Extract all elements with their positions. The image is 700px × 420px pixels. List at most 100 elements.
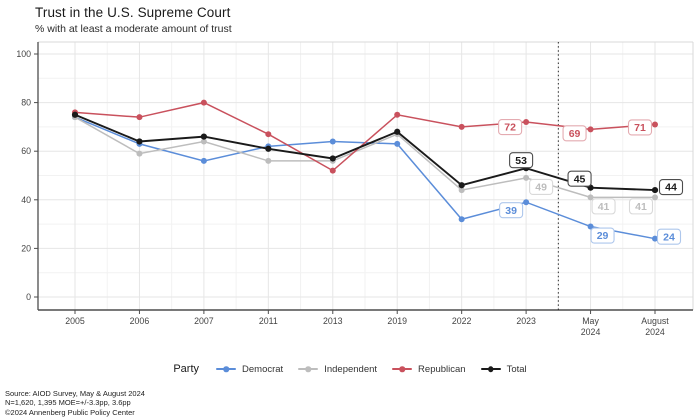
data-point [394, 140, 401, 147]
legend-label: Republican [418, 363, 466, 375]
legend-title: Party [173, 363, 200, 375]
data-point [458, 187, 465, 194]
value-label-box [498, 118, 523, 136]
y-tick-label: 100 [16, 49, 31, 59]
data-point [329, 167, 336, 174]
value-label: 29 [597, 230, 609, 242]
value-labels: 72 53 49 39 69 45 41 29 71 44 41 24 [498, 118, 684, 245]
value-label-box [567, 170, 592, 187]
legend-marker-democrat [216, 366, 237, 372]
legend-label: Democrat [242, 363, 284, 375]
data-point [200, 138, 207, 145]
data-point [265, 131, 272, 138]
data-point [652, 235, 658, 242]
data-point [71, 111, 79, 118]
value-label: 41 [598, 201, 610, 213]
value-label-box [658, 179, 684, 196]
value-label-box [562, 125, 587, 142]
series-line [74, 113, 656, 192]
axes [37, 41, 694, 311]
title-block: Trust in the U.S. Supreme Court % with a… [35, 5, 232, 35]
footer-sample: N=1,620, 1,395 MOE=+/-3.3pp, 3.6pp [5, 398, 131, 408]
legend-item-republican: Republican [392, 364, 466, 375]
data-point [394, 111, 401, 118]
legend-item-independent: Independent [298, 364, 377, 375]
data-point [651, 186, 659, 194]
legend: Party Democrat Independent Republican Total [0, 363, 700, 375]
legend-marker-total [480, 366, 501, 372]
legend-item-total: Total [480, 363, 527, 375]
data-point [652, 121, 658, 128]
x-tick-label: 2005 [65, 316, 85, 326]
value-label-box [499, 202, 524, 219]
x-tick-label: 2022 [452, 316, 472, 326]
data-point [136, 138, 143, 145]
data-point [652, 194, 658, 201]
value-label: 72 [504, 122, 516, 134]
data-point [587, 126, 594, 133]
minor-gridlines [38, 42, 693, 310]
footer: Source: AIOD Survey, May & August 2024 N… [5, 389, 145, 417]
data-point [329, 138, 336, 145]
value-label: 44 [665, 182, 677, 194]
series-line [74, 101, 656, 172]
series-line [74, 116, 655, 199]
data-point [523, 119, 530, 126]
data-point [458, 182, 465, 189]
footer-copyright: ©2024 Annenberg Public Policy Center [5, 407, 135, 417]
value-label: 41 [635, 201, 647, 213]
legend-item-democrat: Democrat [216, 364, 283, 375]
data-point [200, 133, 207, 140]
x-tick-label: 2019 [387, 316, 407, 326]
value-label-box [529, 178, 554, 195]
data-point [200, 157, 207, 164]
data-point [265, 157, 272, 164]
x-tick-label: 2024 [581, 327, 601, 337]
value-label-box [591, 198, 616, 215]
y-tick-label: 20 [21, 243, 31, 253]
value-label-box [590, 227, 615, 244]
x-tick-label: 2013 [323, 316, 343, 326]
x-tick-label: 2011 [259, 316, 278, 326]
legend-label: Total [506, 363, 527, 375]
value-label: 71 [634, 122, 646, 134]
chart-title: Trust in the U.S. Supreme Court [35, 5, 231, 20]
value-label-box [628, 198, 654, 215]
legend-marker-independent [298, 366, 319, 372]
chart-subtitle: % with at least a moderate amount of tru… [35, 23, 232, 35]
data-point [587, 194, 594, 201]
data-point [458, 216, 465, 223]
major-gridlines [38, 42, 693, 310]
data-point [136, 114, 143, 121]
value-label: 39 [505, 205, 517, 217]
x-tick-label: 2007 [194, 316, 214, 326]
data-point [458, 123, 465, 130]
data-point [329, 155, 336, 162]
value-label: 24 [663, 231, 675, 243]
value-label: 69 [569, 128, 581, 140]
x-tick-label: 2024 [645, 327, 665, 337]
data-point [200, 99, 207, 106]
value-label: 45 [574, 173, 586, 185]
series-republican [72, 99, 658, 174]
footer-source: Source: AIOD Survey, May & August 2024 [5, 389, 145, 398]
data-point [265, 145, 272, 152]
data-point [394, 128, 401, 135]
legend-label: Independent [324, 363, 378, 375]
y-tick-label: 0 [26, 292, 31, 302]
data-point [523, 174, 530, 181]
value-label-box [656, 228, 682, 245]
x-tick-label: August [641, 316, 669, 326]
y-tick-label: 60 [21, 146, 31, 156]
value-label-box [509, 152, 534, 169]
x-tick-label: May [582, 316, 599, 326]
y-tick-label: 80 [21, 98, 31, 108]
value-label: 49 [535, 182, 547, 194]
x-tick-label: 2023 [516, 316, 536, 326]
value-label: 53 [515, 155, 527, 167]
tick-labels: 0 20 40 60 80 100 2005 2006 2007 2011 2013 2019 2022… [16, 49, 669, 337]
value-label-box [627, 119, 653, 136]
data-point [136, 150, 143, 157]
